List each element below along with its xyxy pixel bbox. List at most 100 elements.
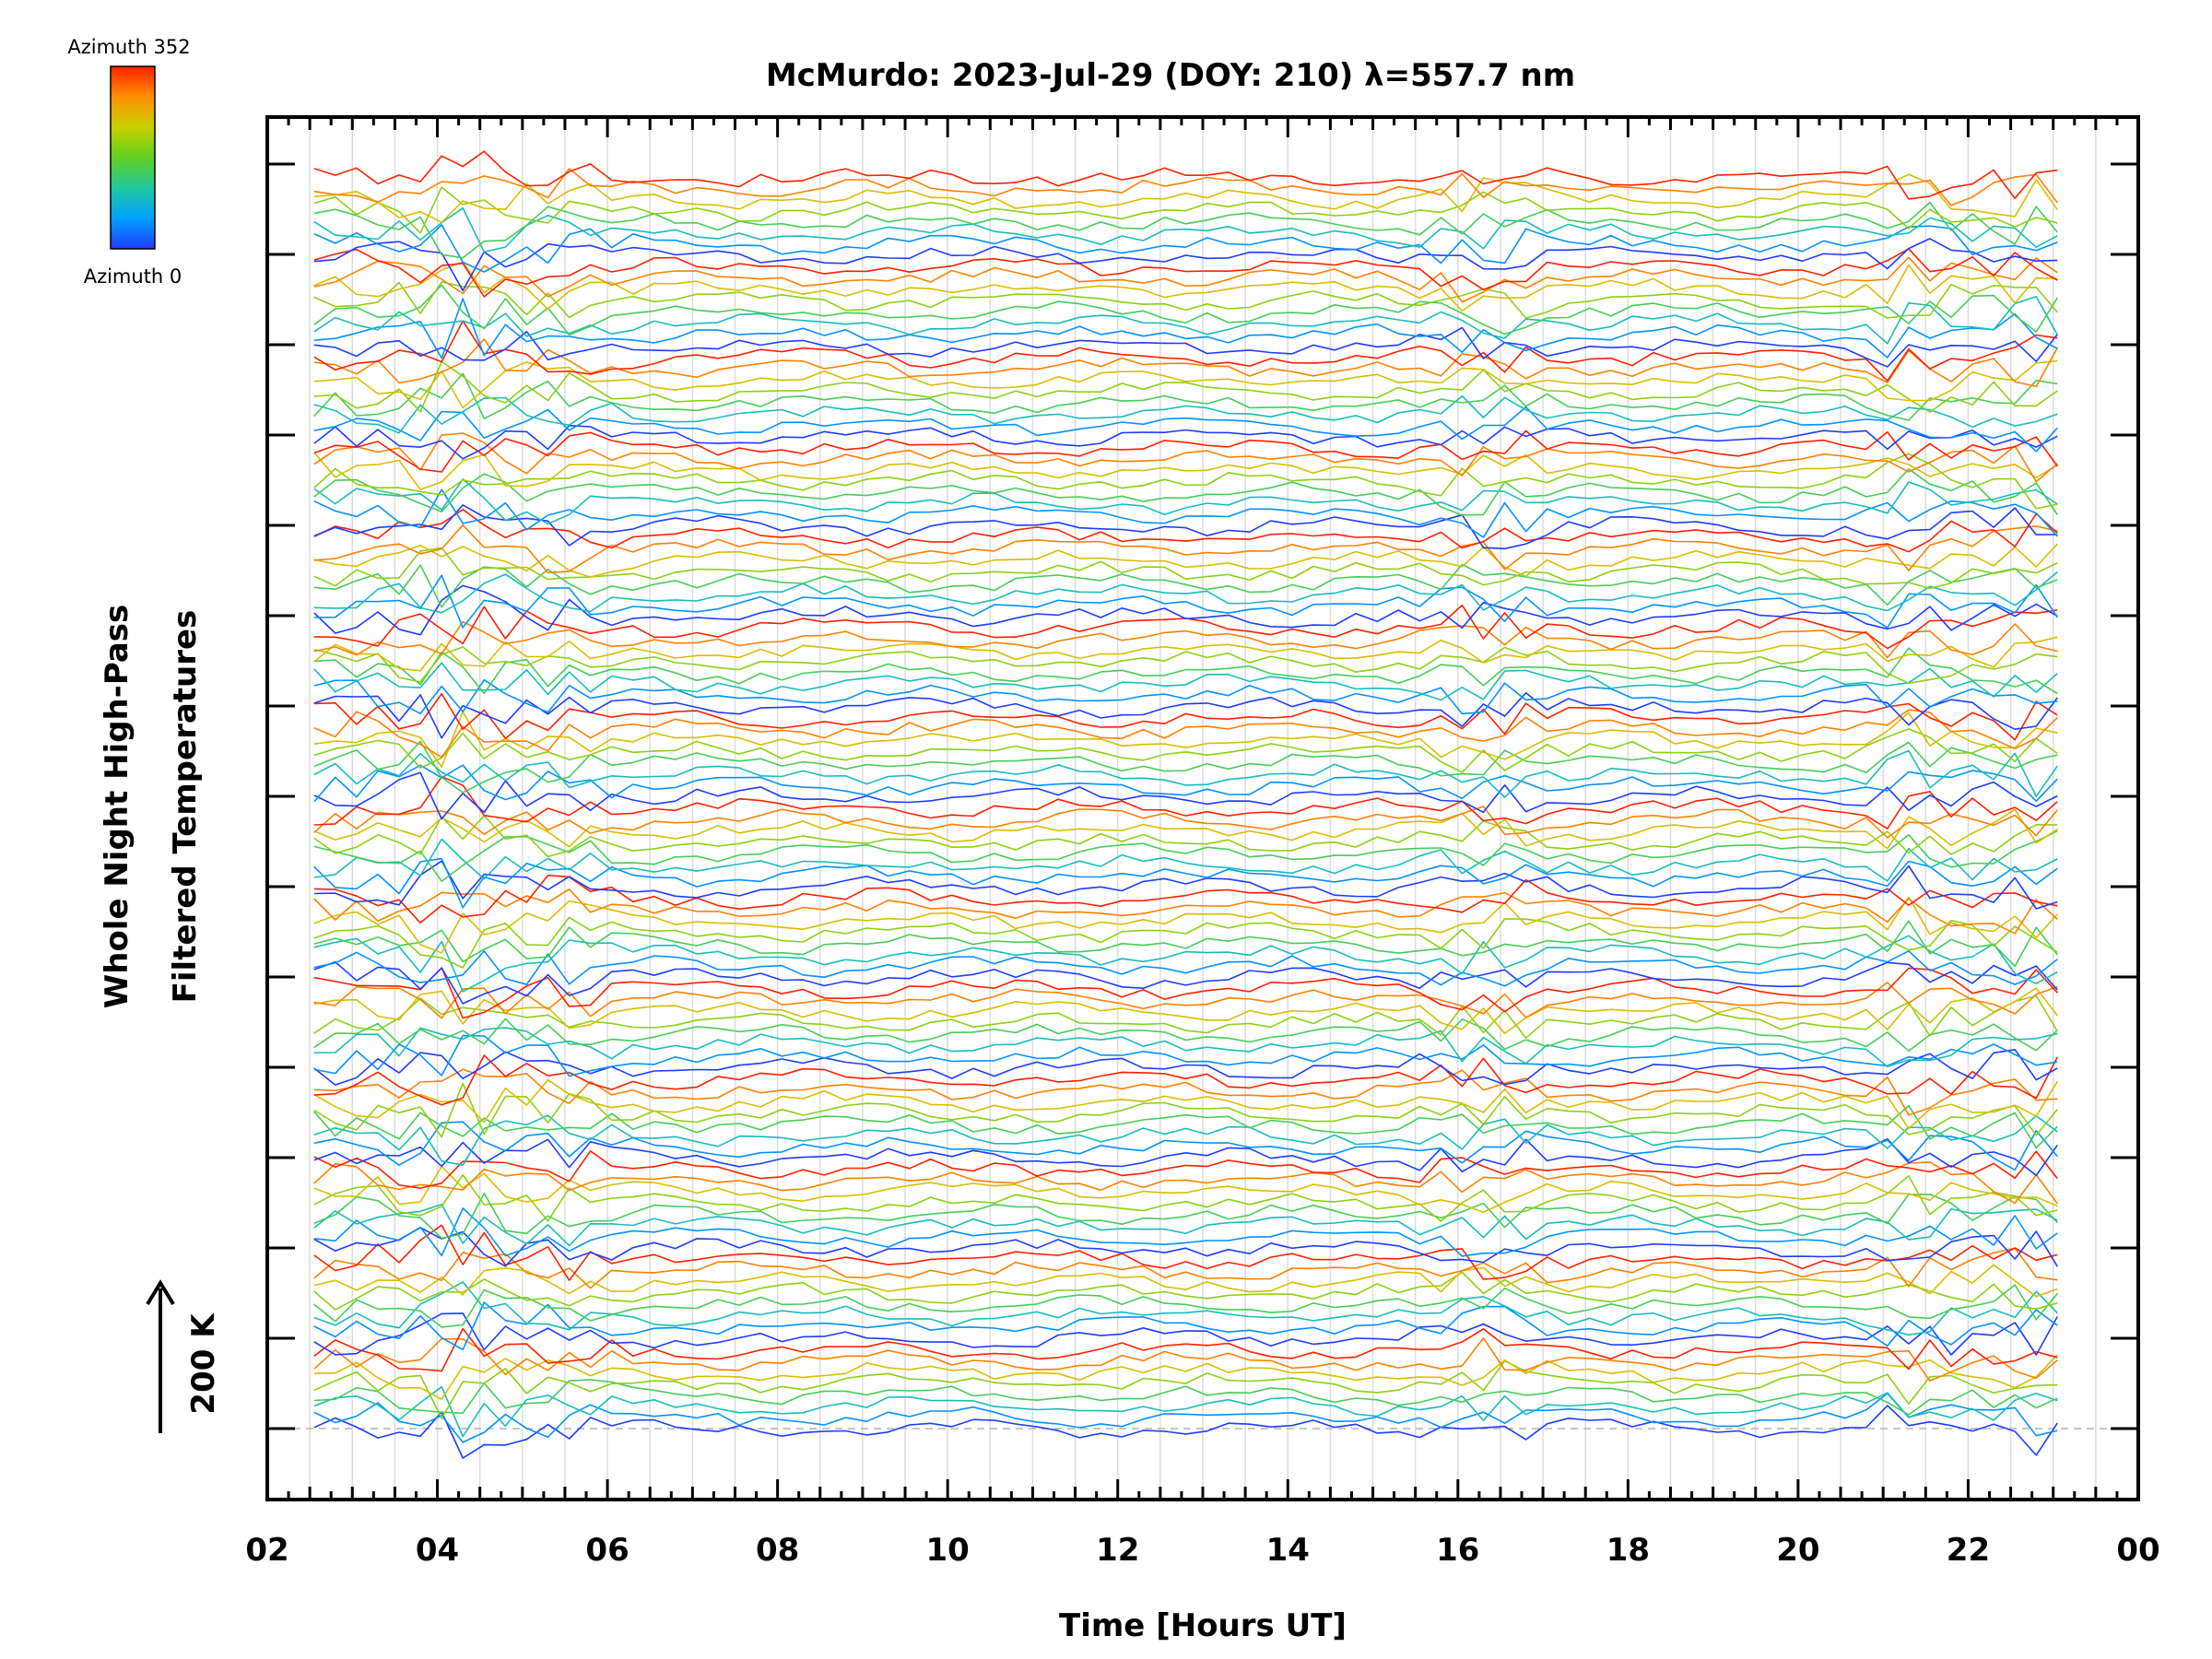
temperature-traces: [313, 150, 2059, 1459]
temperature-trace: [313, 1104, 2058, 1149]
temperature-trace: [313, 1082, 2058, 1138]
temperature-trace: [313, 1327, 2058, 1372]
temperature-trace: [313, 1312, 2059, 1356]
temperature-trace: [313, 326, 2058, 368]
x-tick-label: 04: [416, 1532, 459, 1569]
colorbar-top-label: Azimuth 352: [67, 36, 190, 58]
temperature-trace: [313, 1054, 2059, 1106]
temperature-trace: [313, 452, 2058, 490]
colorbar-bottom-label: Azimuth 0: [84, 265, 182, 288]
temperature-trace: [313, 320, 2058, 382]
temperature-trace: [313, 1027, 2058, 1068]
temperature-trace: [313, 896, 2058, 954]
temperature-trace: [313, 295, 2058, 345]
y-axis-title: Whole Night High-Pass Filtered Temperatu…: [99, 605, 204, 1009]
temperature-trace: [313, 1173, 2058, 1222]
temperature-trace: [313, 1068, 2058, 1116]
temperature-trace: [313, 338, 2059, 388]
temperature-trace: [313, 238, 2058, 292]
temperature-trace: [313, 987, 2058, 1035]
temperature-trace: [313, 604, 2058, 650]
temperature-trace: [313, 547, 2058, 590]
temperature-trace: [313, 920, 2058, 968]
temperature-trace: [313, 508, 2058, 553]
x-tick-label: 02: [245, 1532, 288, 1569]
temperature-trace: [313, 994, 2058, 1040]
temperature-trace: [313, 692, 2058, 741]
scale-indicator: 200 K: [146, 1279, 222, 1433]
temperature-trace: [313, 636, 2058, 672]
temperature-trace: [313, 543, 2058, 578]
axis-ticks: [265, 117, 2140, 1500]
temperature-trace: [313, 1121, 2058, 1171]
temperature-trace: [313, 982, 2058, 1019]
x-tick-label: 22: [1947, 1532, 1990, 1569]
temperature-trace: [313, 284, 2058, 336]
temperature-trace: [313, 1034, 2058, 1077]
temperature-trace: [313, 1150, 2058, 1189]
temperature-trace: [313, 1193, 2058, 1240]
temperature-trace: [313, 647, 2058, 695]
temperature-trace: [313, 1165, 2058, 1214]
scale-arrow-head: [146, 1279, 175, 1306]
temperature-trace: [313, 168, 2058, 206]
temperature-trace: [313, 709, 2058, 759]
temperature-trace: [313, 1271, 2058, 1311]
temperature-trace: [313, 478, 2058, 525]
temperature-trace: [313, 1018, 2058, 1053]
x-tick-label: 10: [926, 1532, 970, 1569]
temperature-trace: [313, 394, 2058, 434]
temperature-trace: [313, 1393, 2058, 1443]
temperature-trace: [313, 281, 2058, 319]
temperature-trace: [313, 662, 2058, 701]
temperature-trace: [313, 1385, 2058, 1438]
temperature-trace: [313, 298, 2058, 359]
temperature-trace: [313, 360, 2058, 413]
temperature-trace: [313, 1354, 2058, 1400]
temperature-trace: [313, 1284, 2058, 1328]
x-tick-label: 00: [2116, 1532, 2159, 1569]
temperature-trace: [313, 838, 2058, 882]
temperature-trace: [313, 1114, 2058, 1166]
temperature-trace: [313, 740, 2058, 794]
temperature-trace: [313, 888, 2058, 935]
temperature-trace: [313, 256, 2058, 303]
temperature-trace: [313, 1264, 2058, 1298]
temperature-trace: [313, 1247, 2058, 1289]
temperature-trace: [313, 372, 2058, 421]
chart-title: McMurdo: 2023-Jul-29 (DOY: 210) λ=557.7 …: [766, 57, 1575, 94]
temperature-trace: [313, 1049, 2058, 1086]
temperature-trace: [313, 488, 2058, 538]
temperature-trace: [313, 749, 2058, 798]
x-tick-label: 16: [1436, 1532, 1479, 1569]
temperature-trace: [313, 224, 2058, 273]
temperature-trace: [313, 467, 2058, 516]
temperature-trace: [313, 950, 2058, 987]
temperature-trace: [313, 806, 2058, 839]
x-tick-label: 12: [1096, 1532, 1139, 1569]
temperature-trace: [313, 916, 2058, 969]
temperature-trace: [313, 1207, 2058, 1257]
temperature-trace: [313, 571, 2058, 614]
temperature-trace: [313, 1281, 2058, 1336]
temperature-trace: [313, 429, 2058, 473]
temperature-trace: [313, 691, 2058, 739]
temperature-trace: [313, 504, 2058, 550]
temperature-trace: [313, 359, 2058, 409]
temperature-trace: [313, 711, 2058, 768]
vertical-grid: [309, 117, 2097, 1500]
temperature-trace: [313, 406, 2058, 453]
temperature-trace: [313, 860, 2058, 910]
temperature-trace: [313, 728, 2058, 773]
temperature-trace: [313, 1224, 2058, 1281]
temperature-trace: [313, 874, 2058, 924]
x-tick-label: 14: [1266, 1532, 1310, 1569]
temperature-trace: [313, 771, 2058, 820]
x-tick-labels: 02 04 06 08 10 12 14 16 18 20 22 00: [245, 1532, 2159, 1569]
temperature-trace: [313, 574, 2058, 629]
temperature-trace: [313, 584, 2058, 636]
temperature-trace: [313, 1337, 2058, 1382]
temperature-trace: [313, 1359, 2058, 1419]
temperature-trace: [313, 424, 2058, 460]
